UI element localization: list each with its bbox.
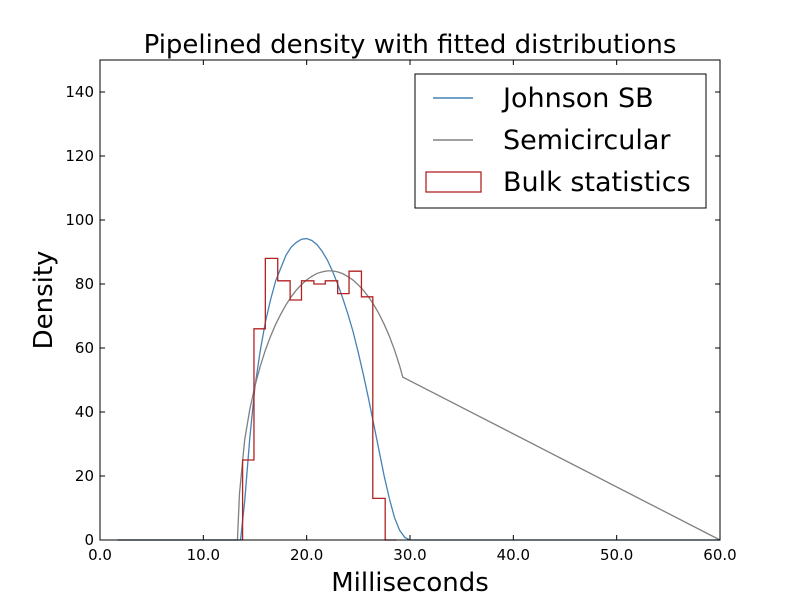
y-tick-label: 20	[75, 467, 94, 485]
x-axis-title: Milliseconds	[331, 568, 489, 598]
bulk-statistics-histogram	[241, 257, 397, 541]
y-tick-label: 40	[75, 403, 94, 421]
legend: Johnson SB Semicircular Bulk statistics	[414, 73, 707, 209]
series-layer	[117, 237, 721, 541]
y-tick-label: 60	[75, 339, 94, 357]
x-tick-label: 30.0	[393, 546, 426, 564]
semicircular-curve	[117, 270, 721, 541]
plot-frame	[99, 59, 721, 541]
y-tick-label: 80	[75, 275, 94, 293]
legend-label-semicircular: Semicircular	[503, 125, 671, 156]
y-axis-title: Density	[29, 251, 59, 350]
chart-title: Pipelined density with fitted distributi…	[144, 30, 677, 60]
x-tick-label: 0.0	[88, 546, 112, 564]
legend-label-bulk-statistics: Bulk statistics	[503, 167, 691, 198]
x-tick-label: 50.0	[600, 546, 633, 564]
legend-label-johnson-sb: Johnson SB	[501, 83, 654, 114]
y-tick-label: 120	[65, 147, 94, 165]
johnson-sb-curve	[117, 237, 720, 541]
axis-ticks: 0.0 10.0 20.0 30.0 40.0 50.0 60.0 0 20 40 60 80 100 1…	[65, 60, 737, 564]
x-tick-label: 60.0	[703, 546, 736, 564]
y-tick-label: 140	[65, 83, 94, 101]
y-tick-label: 0	[84, 531, 94, 549]
y-tick-label: 100	[65, 211, 94, 229]
x-tick-label: 40.0	[497, 546, 530, 564]
legend-box	[414, 73, 707, 209]
x-tick-label: 20.0	[290, 546, 323, 564]
legend-swatch-bulk-statistics	[425, 171, 482, 193]
x-tick-label: 10.0	[187, 546, 220, 564]
